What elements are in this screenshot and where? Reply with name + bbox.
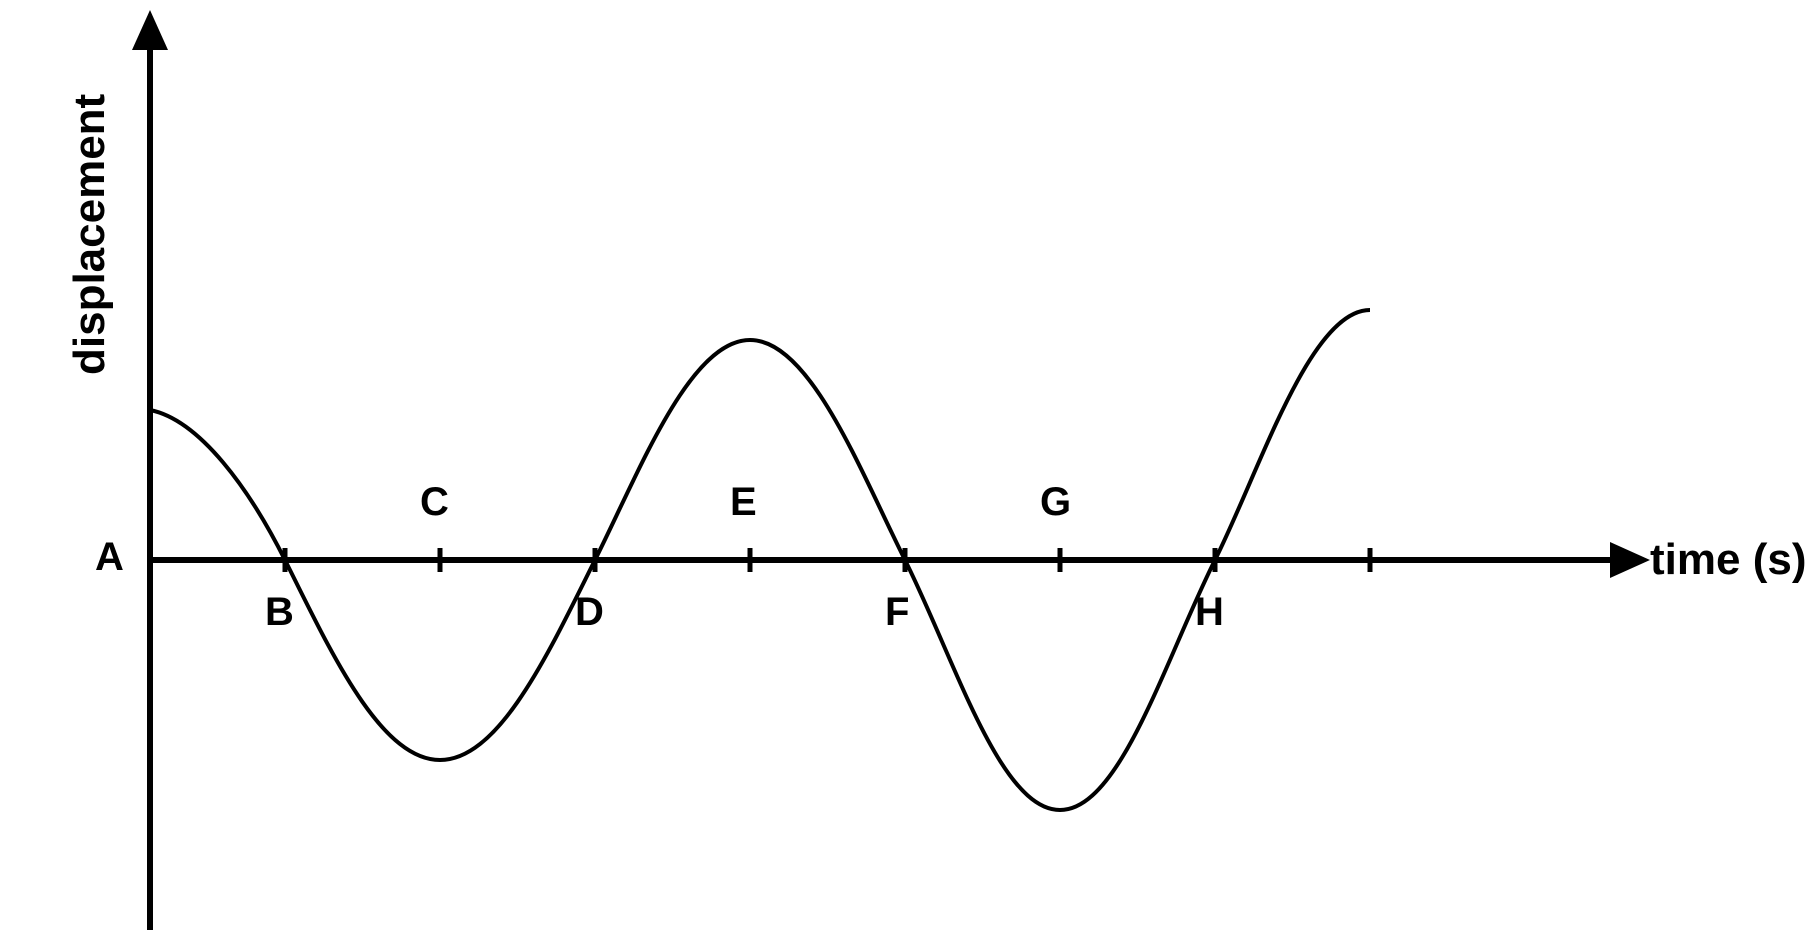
- wave-chart: displacement time (s) A B C D E F G H: [0, 0, 1810, 944]
- point-label-d: D: [575, 590, 604, 635]
- point-label-e: E: [730, 480, 757, 525]
- x-axis-label: time (s): [1650, 535, 1806, 585]
- chart-svg: [0, 0, 1810, 944]
- point-label-a: A: [95, 535, 124, 580]
- point-label-c: C: [420, 480, 449, 525]
- y-axis-arrow: [132, 10, 168, 50]
- y-axis-label: displacement: [65, 75, 115, 375]
- point-label-h: H: [1195, 590, 1224, 635]
- x-axis-arrow: [1610, 542, 1650, 578]
- point-label-f: F: [885, 590, 909, 635]
- point-label-g: G: [1040, 480, 1071, 525]
- point-label-b: B: [265, 590, 294, 635]
